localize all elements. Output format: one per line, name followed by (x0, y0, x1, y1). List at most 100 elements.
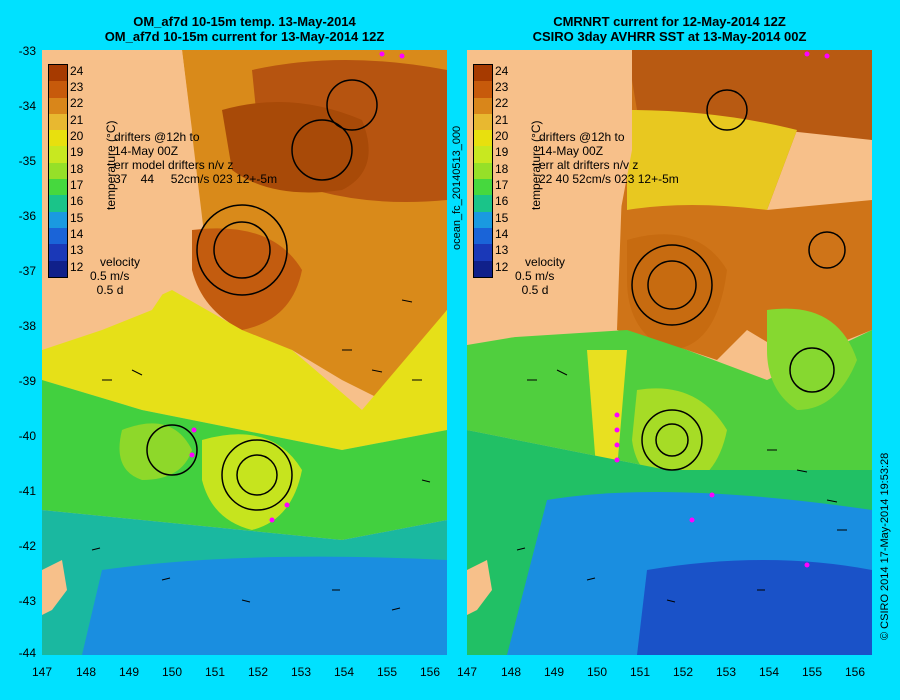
latitude-tick: -35 (18, 154, 36, 168)
colorbar-swatch (49, 113, 67, 131)
right-map-panel: 24 23 22 21 20 19 18 17 16 15 14 13 12 t… (467, 50, 872, 655)
drifter-legend-line: drifters @12h to (114, 130, 200, 144)
left-title-line2: OM_af7d 10-15m current for 13-May-2014 1… (104, 29, 385, 44)
colorbar-swatch (474, 65, 492, 82)
colorbar-label: 13 (70, 243, 84, 257)
longitude-tick: 155 (376, 665, 398, 679)
colorbar-label: 23 (70, 80, 84, 94)
longitude-tick: 147 (31, 665, 53, 679)
latitude-tick: -44 (18, 646, 36, 660)
longitude-tick: 148 (75, 665, 97, 679)
colorbar-swatch (49, 81, 67, 98)
colorbar-swatch (49, 179, 67, 196)
forecast-id-label: ocean_fc_20140513_000 (451, 125, 463, 250)
latitude-tick: -38 (18, 319, 36, 333)
colorbar-label: 17 (495, 178, 509, 192)
colorbar-label: 22 (70, 96, 84, 110)
drifter-legend-line: 14-May 00Z (114, 144, 179, 158)
colorbar-label: 21 (70, 113, 84, 127)
colorbar-label: 12 (495, 260, 509, 274)
longitude-tick: 153 (290, 665, 312, 679)
right-map-title: CMRNRT current for 12-May-2014 12Z CSIRO… (467, 14, 872, 44)
colorbar-label: 16 (495, 194, 509, 208)
colorbar-swatch (49, 227, 67, 245)
velocity-label: velocity (100, 255, 141, 269)
longitude-tick: 149 (543, 665, 565, 679)
latitude-tick: -42 (18, 539, 36, 553)
colorbar-swatch (49, 130, 67, 147)
colorbar-swatch (474, 130, 492, 147)
velocity-time: 0.5 d (521, 283, 549, 297)
drifter-legend-line: 14-May 00Z (539, 144, 604, 158)
right-title-line2: CSIRO 3day AVHRR SST at 13-May-2014 00Z (532, 29, 807, 44)
colorbar-swatch (49, 65, 67, 82)
colorbar-swatch (474, 97, 492, 114)
colorbar-label: 15 (495, 211, 509, 225)
latitude-tick: -37 (18, 264, 36, 278)
colorbar-swatch (49, 260, 67, 277)
longitude-tick: 153 (715, 665, 737, 679)
colorbar-label: 20 (70, 129, 84, 143)
right-velocity-legend: velocity 0.5 m/s 0.5 d (515, 255, 565, 297)
colorbar-label: 18 (70, 162, 84, 176)
colorbar-label: 24 (495, 64, 509, 78)
colorbar-label: 15 (70, 211, 84, 225)
latitude-tick: -40 (18, 429, 36, 443)
colorbar-swatch (474, 227, 492, 245)
velocity-speed: 0.5 m/s (90, 269, 130, 283)
drifter-legend-line: err model drifters n/v z (114, 158, 234, 172)
colorbar-swatch (474, 81, 492, 98)
velocity-speed: 0.5 m/s (515, 269, 555, 283)
longitude-tick: 150 (161, 665, 183, 679)
colorbar-label: 19 (495, 145, 509, 159)
colorbar-swatch (474, 244, 492, 261)
right-drifter-legend: drifters @12h to 14-May 00Z err alt drif… (539, 130, 679, 186)
drifter-legend-line: drifters @12h to (539, 130, 625, 144)
colorbar-label: 12 (70, 260, 84, 274)
colorbar-label: 19 (70, 145, 84, 159)
left-drifter-legend: drifters @12h to 14-May 00Z err model dr… (114, 130, 277, 186)
longitude-tick: 154 (758, 665, 780, 679)
colorbar-swatch (474, 195, 492, 212)
colorbar-label: 16 (70, 194, 84, 208)
colorbar-label: 22 (495, 96, 509, 110)
velocity-label: velocity (525, 255, 566, 269)
right-colorbar (473, 64, 493, 278)
right-title-line1: CMRNRT current for 12-May-2014 12Z (553, 14, 786, 29)
longitude-tick: 151 (204, 665, 226, 679)
drifter-legend-line: err alt drifters n/v z (539, 158, 639, 172)
longitude-tick: 155 (801, 665, 823, 679)
colorbar-label: 18 (495, 162, 509, 176)
longitude-tick: 152 (247, 665, 269, 679)
colorbar-label: 20 (495, 129, 509, 143)
longitude-tick: 156 (419, 665, 441, 679)
latitude-tick: -39 (18, 374, 36, 388)
longitude-tick: 151 (629, 665, 651, 679)
left-map-graphic (42, 50, 447, 655)
longitude-tick: 156 (844, 665, 866, 679)
colorbar-label: 23 (495, 80, 509, 94)
colorbar-swatch (474, 260, 492, 277)
colorbar-label: 21 (495, 113, 509, 127)
colorbar-swatch (49, 146, 67, 163)
colorbar-label: 17 (70, 178, 84, 192)
latitude-tick: -36 (18, 209, 36, 223)
latitude-tick: -34 (18, 99, 36, 113)
drifter-legend-line: 37 44 52cm/s 023 12+-5m (114, 172, 278, 186)
right-map-graphic (467, 50, 872, 655)
longitude-tick: 147 (456, 665, 478, 679)
colorbar-swatch (49, 162, 67, 180)
latitude-tick: -41 (18, 484, 36, 498)
longitude-tick: 154 (333, 665, 355, 679)
colorbar-swatch (474, 211, 492, 228)
colorbar-swatch (474, 146, 492, 163)
velocity-time: 0.5 d (96, 283, 124, 297)
left-velocity-legend: velocity 0.5 m/s 0.5 d (90, 255, 140, 297)
credit-label: © CSIRO 2014 17-May-2014 19:53:28 (879, 452, 891, 640)
longitude-tick: 152 (672, 665, 694, 679)
colorbar-label: 24 (70, 64, 84, 78)
latitude-tick: -33 (18, 44, 36, 58)
colorbar-swatch (474, 162, 492, 180)
colorbar-swatch (49, 195, 67, 212)
colorbar-swatch (49, 211, 67, 228)
